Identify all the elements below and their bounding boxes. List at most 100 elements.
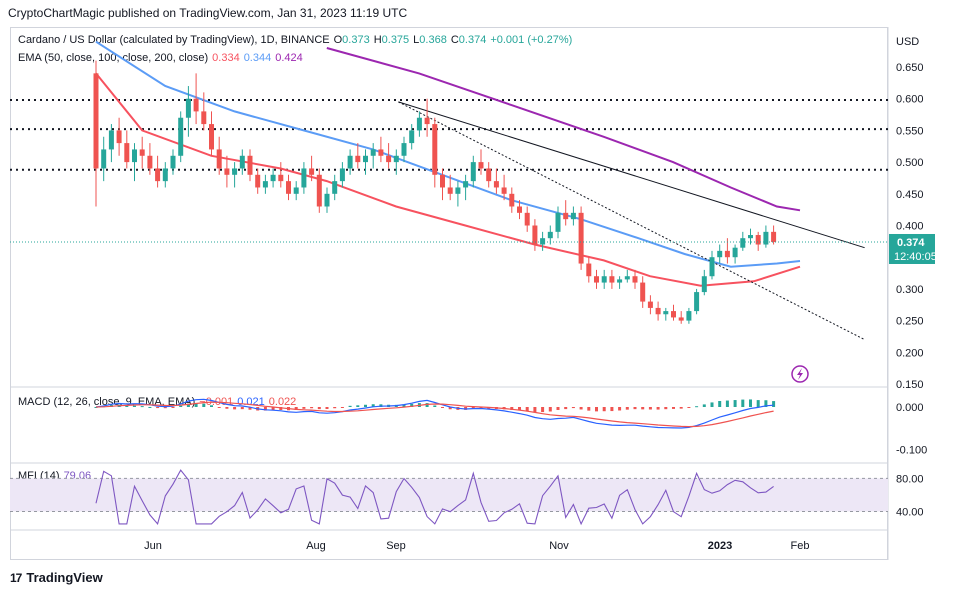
candle-body bbox=[339, 168, 345, 182]
candle-body bbox=[108, 130, 114, 150]
macd-histogram-bar bbox=[564, 407, 568, 410]
candle-body bbox=[617, 279, 623, 283]
ema50-value: 0.334 bbox=[212, 52, 240, 64]
macd-histogram-bar bbox=[340, 407, 344, 408]
publisher-line: CryptoChartMagic published on TradingVie… bbox=[8, 6, 408, 20]
ema-legend: EMA (50, close, 100, close, 200, close) 0… bbox=[18, 52, 307, 64]
ema-label: EMA (50, close, 100, close, 200, close) bbox=[18, 52, 209, 64]
candle-body bbox=[755, 235, 761, 245]
candle-body bbox=[409, 130, 415, 144]
signal-value: 0.022 bbox=[268, 396, 297, 408]
open-value: 0.373 bbox=[342, 34, 370, 46]
candle-body bbox=[663, 311, 669, 315]
candle-body bbox=[517, 206, 522, 213]
candle-body bbox=[732, 247, 738, 258]
macd-histogram-bar bbox=[333, 407, 337, 409]
candle-body bbox=[540, 238, 546, 245]
candle-body bbox=[493, 181, 499, 188]
macd-histogram-bar bbox=[248, 407, 252, 410]
candle-body bbox=[124, 143, 130, 163]
macd-histogram-bar bbox=[471, 407, 475, 409]
tradingview-brand[interactable]: 17 TradingView bbox=[10, 570, 103, 585]
candle-body bbox=[293, 187, 299, 194]
macd-histogram-bar bbox=[348, 405, 352, 407]
candle-body bbox=[432, 124, 438, 175]
macd-histogram-bar bbox=[718, 400, 722, 407]
time-axis-label: Aug bbox=[306, 540, 326, 552]
macd-histogram-bar bbox=[633, 407, 637, 410]
macd-histogram-bar bbox=[764, 400, 768, 407]
ema100-value: 0.344 bbox=[243, 52, 272, 64]
price-tick-label: 0.250 bbox=[896, 316, 924, 328]
symbol-title: Cardano / US Dollar (calculated by Tradi… bbox=[18, 34, 330, 46]
macd-histogram-bar bbox=[140, 406, 144, 408]
ema50-line bbox=[95, 72, 801, 287]
macd-histogram-bar bbox=[756, 400, 760, 407]
candle-body bbox=[155, 168, 161, 182]
macd-histogram-bar bbox=[94, 407, 98, 408]
candle-body bbox=[478, 162, 484, 169]
macd-histogram-bar bbox=[402, 404, 406, 407]
candle-body bbox=[570, 212, 576, 220]
trendline bbox=[398, 101, 865, 249]
candle-body bbox=[509, 193, 515, 207]
macd-histogram-bar bbox=[510, 407, 514, 410]
time-axis-label: Sep bbox=[386, 540, 406, 552]
macd-histogram-bar bbox=[217, 407, 221, 408]
macd-histogram-bar bbox=[271, 407, 275, 411]
candle-body bbox=[424, 117, 430, 125]
close-value: 0.374 bbox=[458, 34, 487, 46]
candle-body bbox=[270, 174, 276, 182]
macd-histogram-bar bbox=[679, 407, 683, 409]
candle-body bbox=[609, 276, 615, 283]
candle-body bbox=[632, 276, 638, 283]
candle-body bbox=[393, 155, 399, 163]
candle-body bbox=[278, 174, 284, 182]
candle-body bbox=[232, 168, 238, 175]
macd-histogram-bar bbox=[310, 407, 314, 409]
currency-label: USD bbox=[896, 36, 919, 48]
candle-body bbox=[555, 212, 561, 232]
macd-histogram-bar bbox=[479, 407, 483, 409]
macd-histogram-bar bbox=[364, 404, 367, 407]
symbol-legend: Cardano / US Dollar (calculated by Tradi… bbox=[18, 34, 576, 46]
candle-body bbox=[624, 276, 630, 280]
macd-histogram-bar bbox=[448, 407, 452, 410]
candle-body bbox=[524, 212, 530, 226]
macd-histogram-bar bbox=[233, 407, 237, 410]
low-value: 0.368 bbox=[419, 34, 447, 46]
lightning-icon[interactable] bbox=[791, 365, 809, 383]
close-label: C bbox=[450, 34, 459, 46]
candle-body bbox=[178, 117, 184, 156]
change-value: +0.001 (+0.27%) bbox=[490, 34, 573, 46]
time-axis-label: Nov bbox=[549, 540, 569, 552]
candle-body bbox=[224, 168, 230, 175]
macd-histogram-bar bbox=[171, 407, 175, 408]
macd-histogram-bar bbox=[610, 407, 614, 412]
candle-body bbox=[286, 181, 291, 194]
macd-histogram-bar bbox=[656, 407, 660, 410]
macd-histogram-bar bbox=[556, 407, 560, 410]
macd-histogram-bar bbox=[263, 407, 267, 411]
candle-body bbox=[694, 292, 700, 312]
price-tag-countdown: 12:40:05 bbox=[894, 251, 937, 263]
candle-body bbox=[763, 231, 769, 245]
candle-body bbox=[201, 111, 207, 125]
macd-histogram-bar bbox=[733, 400, 737, 407]
macd-histogram-bar bbox=[548, 407, 552, 412]
macd-histogram-bar bbox=[579, 407, 583, 410]
macd-tick-label: 0.000 bbox=[896, 402, 924, 414]
candle-body bbox=[655, 307, 661, 315]
candle-body bbox=[101, 149, 107, 169]
macd-histogram-bar bbox=[710, 402, 714, 407]
macd-histogram-bar bbox=[687, 407, 691, 408]
candle-body bbox=[116, 130, 122, 144]
macd-histogram-bar bbox=[425, 403, 429, 407]
candle-body bbox=[216, 149, 222, 169]
candle-body bbox=[370, 149, 376, 156]
macd-histogram-bar bbox=[156, 407, 160, 409]
ema200-line bbox=[326, 47, 801, 212]
candle-body bbox=[594, 276, 599, 283]
mfi-band bbox=[10, 478, 888, 512]
